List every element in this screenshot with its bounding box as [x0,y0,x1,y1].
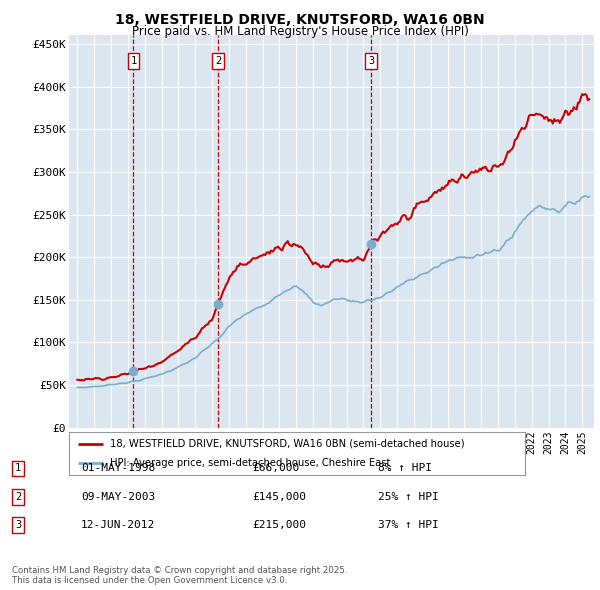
Text: 2: 2 [15,492,21,502]
Text: 37% ↑ HPI: 37% ↑ HPI [378,520,439,530]
Text: 2: 2 [215,56,221,66]
Text: Contains HM Land Registry data © Crown copyright and database right 2025.
This d: Contains HM Land Registry data © Crown c… [12,566,347,585]
Text: 3: 3 [15,520,21,530]
Text: £215,000: £215,000 [252,520,306,530]
Text: £145,000: £145,000 [252,492,306,502]
Text: 1: 1 [15,464,21,473]
Text: 18, WESTFIELD DRIVE, KNUTSFORD, WA16 0BN: 18, WESTFIELD DRIVE, KNUTSFORD, WA16 0BN [115,13,485,27]
Text: 8% ↑ HPI: 8% ↑ HPI [378,464,432,473]
Text: 25% ↑ HPI: 25% ↑ HPI [378,492,439,502]
Text: 3: 3 [368,56,374,66]
Text: HPI: Average price, semi-detached house, Cheshire East: HPI: Average price, semi-detached house,… [110,458,391,468]
Text: £66,000: £66,000 [252,464,299,473]
Text: 1: 1 [130,56,137,66]
Text: 09-MAY-2003: 09-MAY-2003 [81,492,155,502]
Text: Price paid vs. HM Land Registry's House Price Index (HPI): Price paid vs. HM Land Registry's House … [131,25,469,38]
Text: 18, WESTFIELD DRIVE, KNUTSFORD, WA16 0BN (semi-detached house): 18, WESTFIELD DRIVE, KNUTSFORD, WA16 0BN… [110,438,464,448]
Text: 01-MAY-1998: 01-MAY-1998 [81,464,155,473]
Text: 12-JUN-2012: 12-JUN-2012 [81,520,155,530]
